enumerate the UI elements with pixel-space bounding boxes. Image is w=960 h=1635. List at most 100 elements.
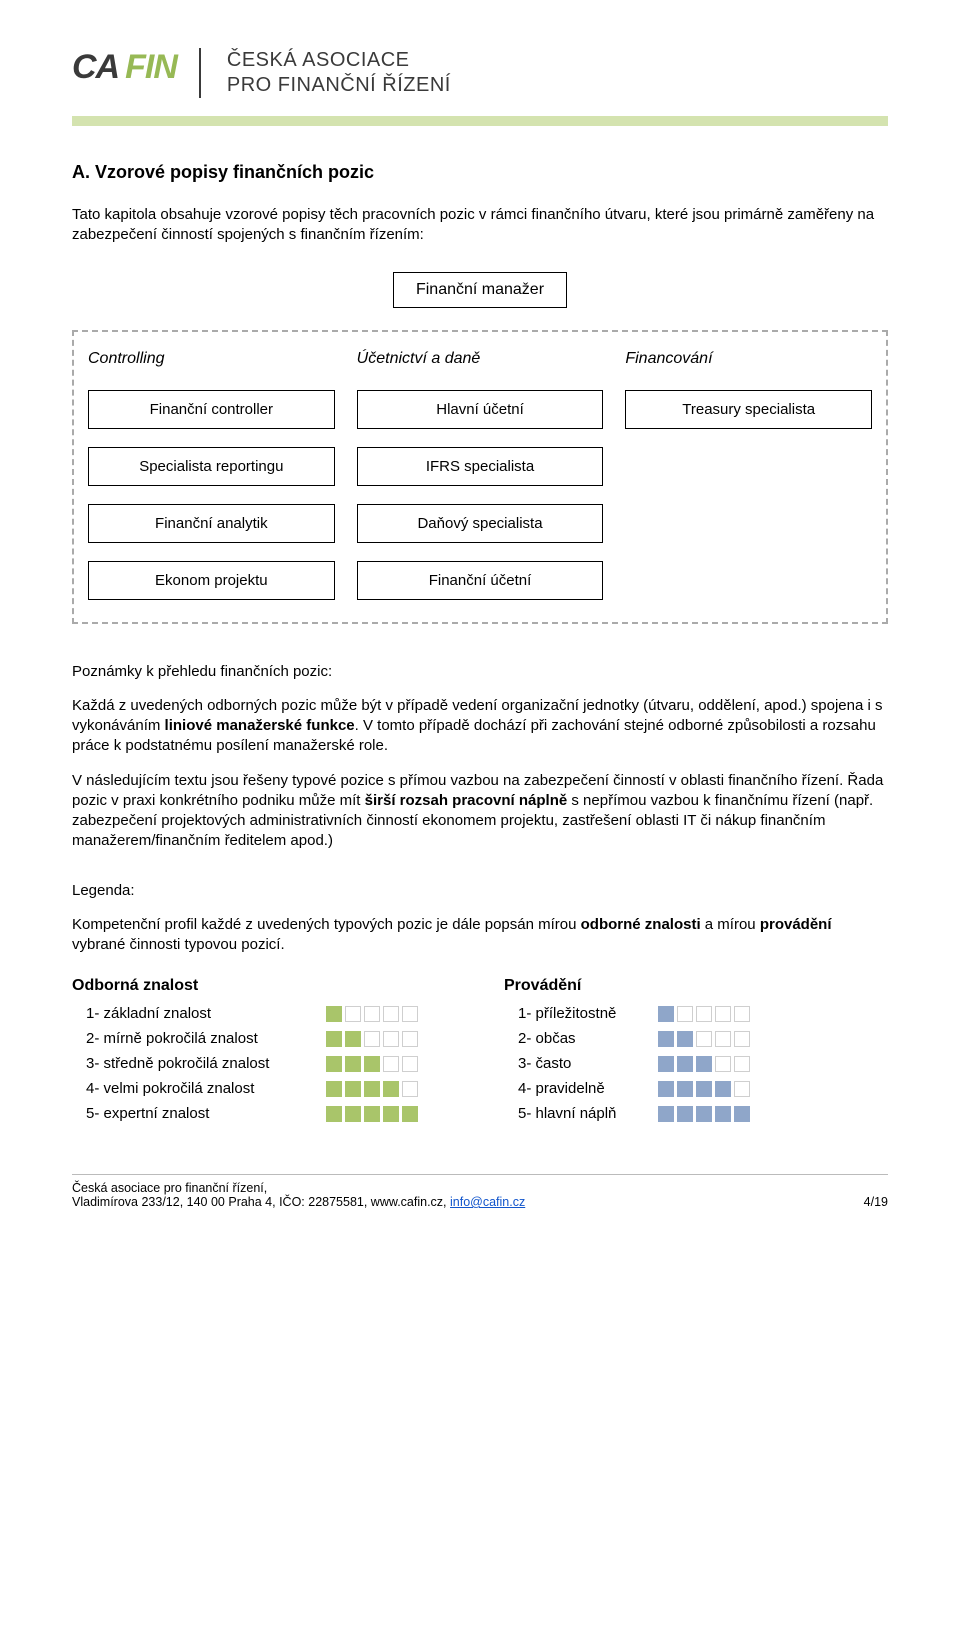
legend-square-icon (383, 1056, 399, 1072)
legend-left-title: Odborná znalost (72, 977, 456, 995)
legend-squares (658, 1081, 750, 1097)
legend-square-icon (734, 1056, 750, 1072)
legend-square-icon (734, 1106, 750, 1122)
legend-square-icon (364, 1031, 380, 1047)
legend-item: 1- základní znalost (72, 1005, 456, 1022)
legend-square-icon (364, 1056, 380, 1072)
legend-square-icon (383, 1031, 399, 1047)
orgchart-position-box: Hlavní účetní (357, 390, 604, 429)
notes-block: Poznámky k přehledu finančních pozic: Ka… (72, 662, 888, 852)
legend-item-label: 2- občas (518, 1030, 648, 1047)
orgchart-position-box: Specialista reportingu (88, 447, 335, 486)
legend-square-icon (696, 1031, 712, 1047)
legend-squares (326, 1106, 418, 1122)
orgchart-position-box: IFRS specialista (357, 447, 604, 486)
legend-item-label: 3- středně pokročilá znalost (86, 1055, 316, 1072)
legend-square-icon (677, 1031, 693, 1047)
legend-square-icon (715, 1106, 731, 1122)
legend-square-icon (383, 1081, 399, 1097)
legend-item-label: 4- pravidelně (518, 1080, 648, 1097)
legend-square-icon (734, 1031, 750, 1047)
legend-square-icon (734, 1006, 750, 1022)
legend-heading: Legenda: (72, 882, 888, 899)
legend-square-icon (696, 1081, 712, 1097)
legend-square-icon (345, 1081, 361, 1097)
legend-square-icon (677, 1081, 693, 1097)
legend-square-icon (658, 1081, 674, 1097)
legend-item-label: 1- příležitostně (518, 1005, 648, 1022)
legend-square-icon (345, 1031, 361, 1047)
legend-item: 3- často (504, 1055, 888, 1072)
legend-right-title: Provádění (504, 977, 888, 995)
orgchart-column-heading: Controlling (88, 350, 335, 368)
notes-p1: Každá z uvedených odborných pozic může b… (72, 696, 888, 757)
legend-item-label: 1- základní znalost (86, 1005, 316, 1022)
legend-square-icon (345, 1106, 361, 1122)
legend-item: 3- středně pokročilá znalost (72, 1055, 456, 1072)
legend-square-icon (715, 1031, 731, 1047)
orgchart-position-box: Finanční analytik (88, 504, 335, 543)
orgchart-top-box: Finanční manažer (393, 272, 567, 308)
legend-squares (326, 1081, 418, 1097)
legend-square-icon (696, 1056, 712, 1072)
notes-p2: V následujícím textu jsou řešeny typové … (72, 771, 888, 852)
orgchart-column: ControllingFinanční controllerSpecialist… (88, 350, 335, 600)
legend-squares (658, 1056, 750, 1072)
legend-squares (658, 1031, 750, 1047)
legend-squares (326, 1006, 418, 1022)
legend-square-icon (364, 1106, 380, 1122)
orgchart-position-box: Ekonom projektu (88, 561, 335, 600)
legend-item: 4- pravidelně (504, 1080, 888, 1097)
orgchart-columns: ControllingFinanční controllerSpecialist… (72, 330, 888, 624)
page-footer: Česká asociace pro finanční řízení, Vlad… (72, 1174, 888, 1209)
legend-item: 4- velmi pokročilá znalost (72, 1080, 456, 1097)
legend-square-icon (715, 1056, 731, 1072)
legend-col-execution: Provádění 1- příležitostně 2- občas 3- čas… (504, 977, 888, 1130)
footer-email-link[interactable]: info@cafin.cz (450, 1195, 525, 1209)
legend-square-icon (402, 1106, 418, 1122)
legend-square-icon (696, 1106, 712, 1122)
legend-square-icon (345, 1006, 361, 1022)
orgchart-position-box: Finanční účetní (357, 561, 604, 600)
logo-ca-text: CA (72, 48, 119, 87)
legend-squares (326, 1031, 418, 1047)
legend-square-icon (326, 1006, 342, 1022)
legend-square-icon (696, 1006, 712, 1022)
legend-square-icon (364, 1006, 380, 1022)
legend-square-icon (402, 1006, 418, 1022)
legend-square-icon (658, 1031, 674, 1047)
orgchart-position-box: Treasury specialista (625, 390, 872, 429)
orgchart-column: Účetnictví a daně Hlavní účetní IFRS speci… (357, 350, 604, 600)
notes-label: Poznámky k přehledu finančních pozic: (72, 662, 888, 682)
legend-item: 2- občas (504, 1030, 888, 1047)
legend-item-label: 5- hlavní náplň (518, 1105, 648, 1122)
legend-square-icon (402, 1056, 418, 1072)
legend-item: 5- expertní znalost (72, 1105, 456, 1122)
logo-fin-text: FIN (125, 48, 177, 87)
legend-square-icon (715, 1081, 731, 1097)
legend-square-icon (677, 1056, 693, 1072)
legend-squares (326, 1056, 418, 1072)
legend-square-icon (402, 1031, 418, 1047)
legend-square-icon (677, 1106, 693, 1122)
legend-item: 5- hlavní náplň (504, 1105, 888, 1122)
legend-item: 2- mírně pokročilá znalost (72, 1030, 456, 1047)
legend-square-icon (658, 1006, 674, 1022)
orgchart-position-box: Daňový specialista (357, 504, 604, 543)
logo: CA FIN (72, 48, 177, 87)
section-heading: A. Vzorové popisy finančních pozic (72, 162, 888, 183)
legend-square-icon (364, 1081, 380, 1097)
legend-squares (658, 1106, 750, 1122)
org-name-line1: ČESKÁ ASOCIACE (227, 48, 451, 73)
intro-paragraph: Tato kapitola obsahuje vzorové popisy tě… (72, 205, 888, 246)
legend-item-label: 2- mírně pokročilá znalost (86, 1030, 316, 1047)
legend-square-icon (715, 1006, 731, 1022)
footer-divider (72, 1174, 888, 1175)
page-number: 4/19 (864, 1195, 888, 1209)
legend-square-icon (383, 1106, 399, 1122)
orgchart-column-heading: Účetnictví a daně (357, 350, 604, 368)
header-vertical-divider (199, 48, 201, 98)
legend-square-icon (326, 1056, 342, 1072)
legend-columns: Odborná znalost 1- základní znalost 2- mí… (72, 977, 888, 1130)
legend-intro: Kompetenční profil každé z uvedených typ… (72, 915, 888, 956)
